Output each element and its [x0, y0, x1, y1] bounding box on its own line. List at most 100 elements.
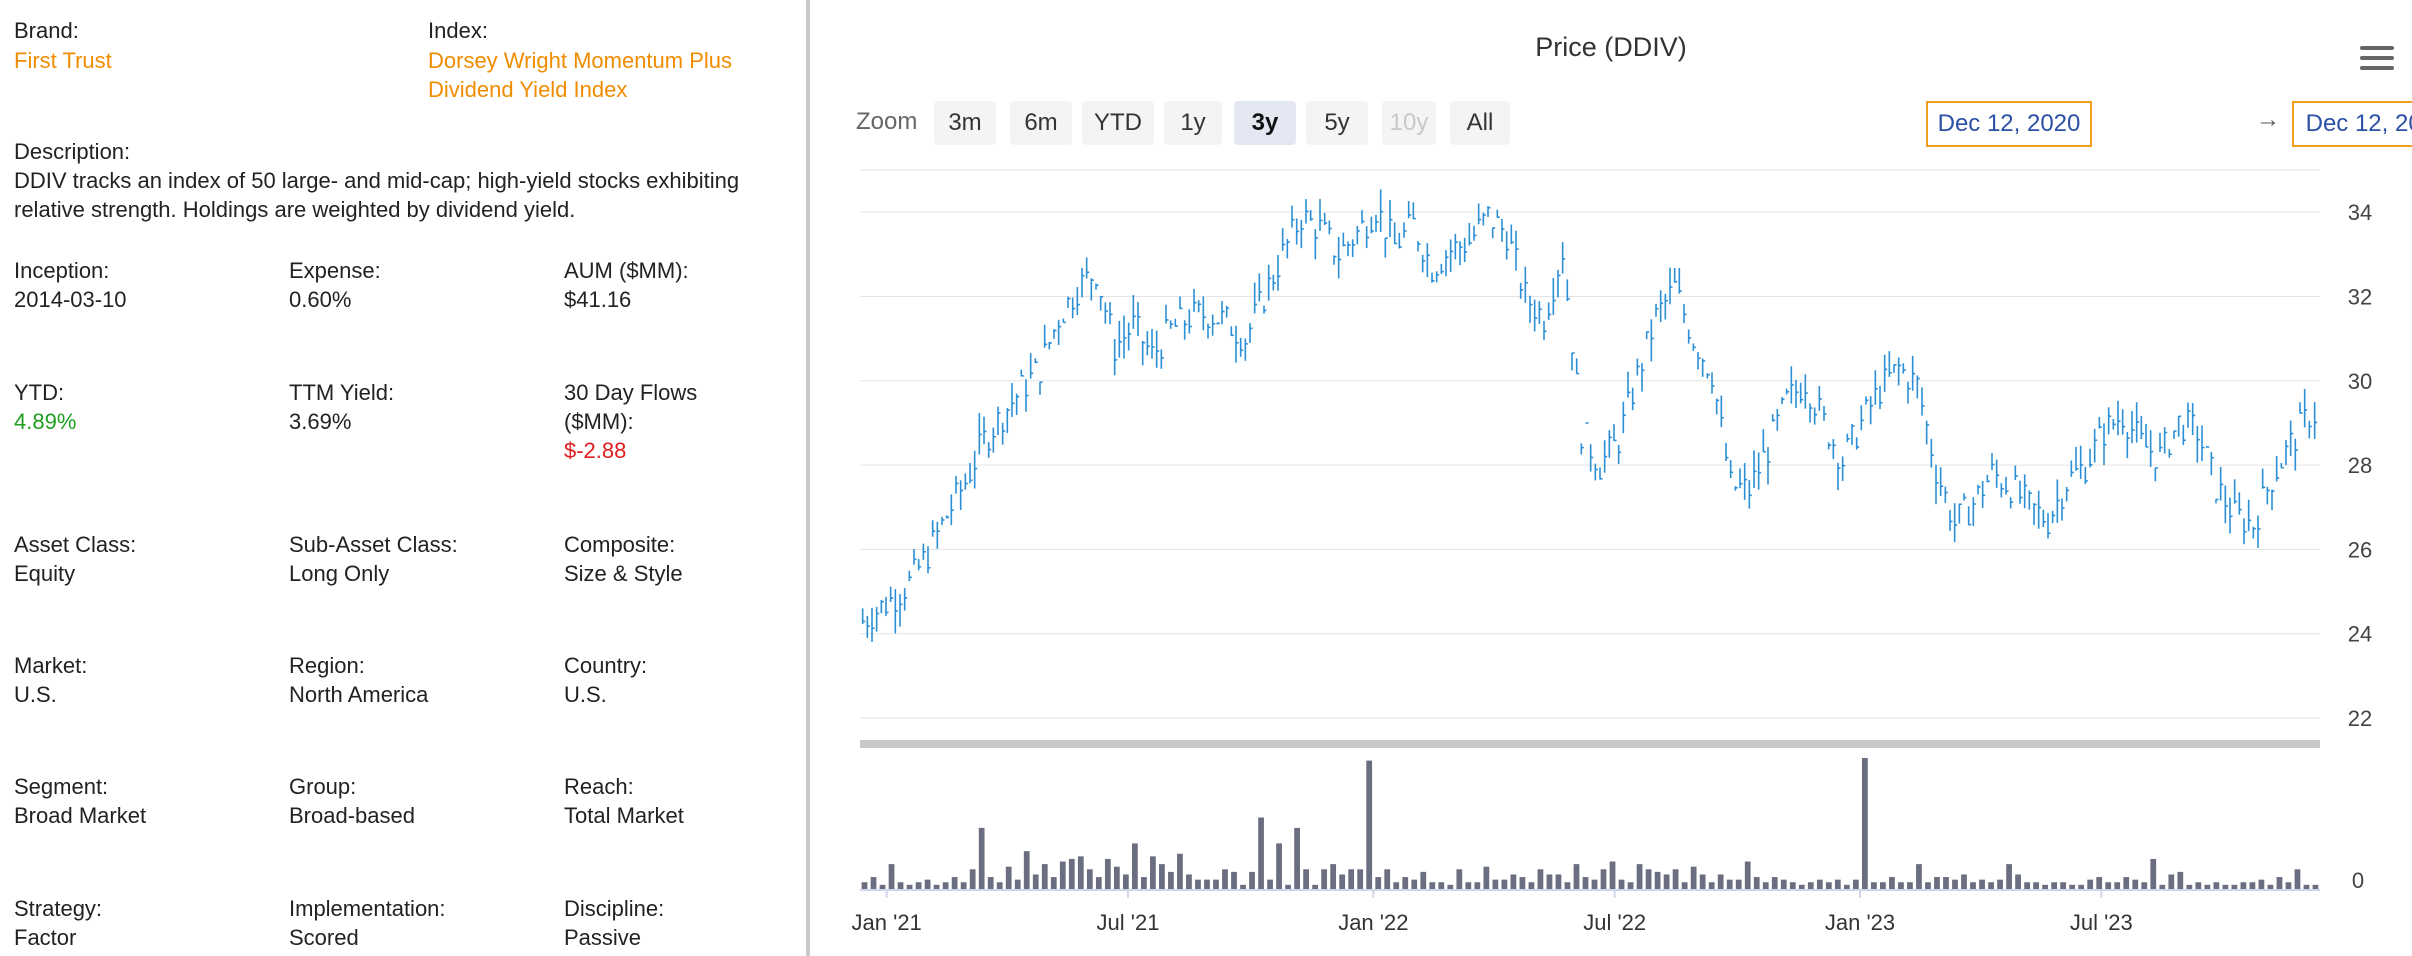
volume-bar [1005, 866, 1012, 890]
reach-value: Total Market [564, 803, 684, 828]
volume-bar [1150, 856, 1156, 890]
segment-value: Broad Market [14, 803, 147, 828]
volume-bar [2150, 858, 2157, 890]
volume-bar [1555, 874, 1562, 890]
segment-label: Segment: [14, 774, 109, 799]
volume-bar [1113, 866, 1120, 890]
volume-bar [1375, 877, 1382, 890]
zoom-button-1y[interactable]: 1y [1164, 101, 1222, 145]
price-tick-label: 26 [2348, 537, 2372, 562]
group-label: Group: [289, 774, 357, 799]
volume-bar [1438, 882, 1445, 890]
x-tick-label: Jan '22 [1338, 910, 1408, 935]
volume-bar [2105, 882, 2112, 890]
volume-bar [2033, 882, 2039, 890]
volume-bar [1591, 879, 1598, 890]
volume-bar [1852, 879, 1859, 890]
flows-label-line2: ($MM): [564, 409, 634, 434]
volume-bar [996, 882, 1003, 890]
reach-label: Reach: [564, 774, 634, 799]
volume-bar [2213, 882, 2220, 890]
volume-bar [1231, 871, 1237, 890]
volume-bar [1186, 874, 1192, 890]
brand-label: Brand: [14, 18, 79, 43]
volume-bar [978, 827, 985, 890]
zoom-button-6m[interactable]: 6m [1010, 101, 1072, 145]
volume-bar [1699, 874, 1706, 890]
flows-value: $-2.88 [564, 438, 627, 463]
discipline-value: Passive [564, 925, 642, 950]
country-value: U.S. [564, 682, 607, 707]
volume-bar [870, 877, 877, 890]
volume-bar [879, 884, 886, 890]
volume-bar [1690, 866, 1697, 890]
inception-label: Inception: [14, 258, 110, 283]
discipline-label: Discipline: [564, 896, 665, 921]
country-label: Country: [564, 653, 648, 678]
fund-info-panel: Brand: First Trust Index: Dorsey Wright … [0, 0, 806, 956]
index-label: Index: [428, 18, 488, 43]
composite-value: Size & Style [564, 561, 683, 586]
volume-bar [1807, 882, 1814, 890]
volume-bar [1294, 827, 1300, 890]
date-to-input[interactable]: Dec 12, 2023 [2292, 101, 2412, 147]
volume-bar [2186, 884, 2193, 890]
index-link-line1[interactable]: Dorsey Wright Momentum Plus [428, 48, 733, 73]
volume-bar [1753, 877, 1760, 890]
volume-bar [2051, 882, 2058, 890]
zoom-button-5y[interactable]: 5y [1306, 101, 1368, 145]
zoom-button-ytd[interactable]: YTD [1082, 101, 1154, 145]
volume-bar [1672, 869, 1679, 890]
volume-bar [1627, 882, 1634, 890]
volume-bar [1023, 851, 1030, 890]
brand-link[interactable]: First Trust [14, 48, 112, 73]
zoom-button-all[interactable]: All [1450, 101, 1510, 145]
price-tick-label: 34 [2348, 200, 2372, 225]
volume-bar [933, 884, 940, 890]
volume-bar [1258, 817, 1264, 890]
volume-bar [1916, 864, 1922, 890]
ytd-value: 4.89% [14, 409, 77, 434]
volume-bar [2312, 884, 2319, 890]
volume-bar [1609, 861, 1616, 890]
volume-bar [1726, 879, 1733, 890]
volume-bar [1961, 874, 1967, 890]
volume-bar [1483, 866, 1490, 890]
volume-bar [906, 884, 913, 890]
zoom-button-10y: 10y [1382, 101, 1436, 145]
volume-bar [1267, 879, 1273, 890]
volume-bar [1447, 884, 1454, 890]
volume-bar [1240, 884, 1246, 890]
volume-bar [1456, 869, 1463, 890]
volume-bar [960, 882, 967, 890]
volume-bar [1681, 882, 1688, 890]
volume-bar [1141, 877, 1147, 890]
volume-bar [1059, 861, 1066, 890]
volume-bar [2114, 882, 2121, 890]
volume-bar [2267, 884, 2274, 890]
volume-bar [1771, 877, 1778, 890]
volume-bar [1789, 882, 1796, 890]
zoom-button-3m[interactable]: 3m [934, 101, 996, 145]
volume-bar [897, 882, 904, 890]
volume-bar [1177, 853, 1183, 890]
composite-label: Composite: [564, 532, 676, 557]
index-link-line2[interactable]: Dividend Yield Index [428, 77, 628, 102]
volume-bar [1411, 879, 1418, 890]
volume-bar [2249, 882, 2256, 890]
date-from-input[interactable]: Dec 12, 2020 [1926, 101, 2092, 147]
price-tick-label: 32 [2348, 284, 2372, 309]
zoom-button-3y[interactable]: 3y [1234, 101, 1296, 145]
volume-bar [1573, 864, 1580, 890]
volume-bar [2177, 871, 2184, 890]
volume-bar [1474, 882, 1481, 890]
volume-bar [2285, 882, 2292, 890]
chart-menu-icon[interactable] [2360, 46, 2394, 74]
volume-bar [2240, 882, 2247, 890]
volume-bar [1131, 843, 1138, 890]
volume-bar [1014, 879, 1021, 890]
price-tick-label: 24 [2348, 622, 2372, 647]
volume-bar [1717, 874, 1724, 890]
strategy-label: Strategy: [14, 896, 103, 921]
volume-bar [1600, 869, 1607, 890]
